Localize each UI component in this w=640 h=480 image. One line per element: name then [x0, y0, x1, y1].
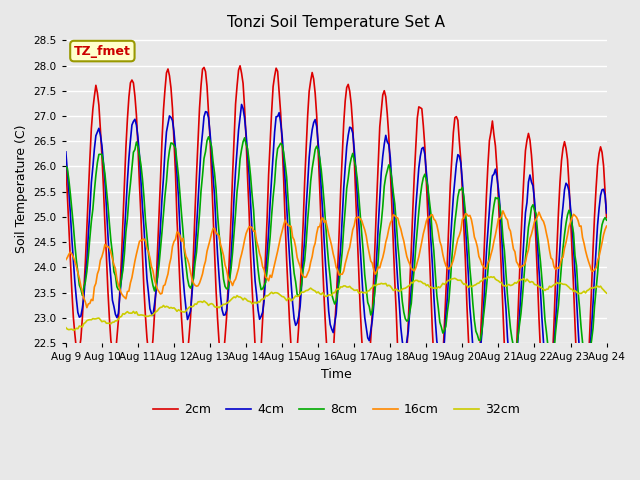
- 16cm: [77, 283, 84, 289]
- 4cm: [389, 198, 397, 204]
- 2cm: [389, 241, 397, 247]
- Line: 16cm: 16cm: [66, 211, 607, 308]
- Text: TZ_fmet: TZ_fmet: [74, 45, 131, 58]
- Legend: 2cm, 4cm, 8cm, 16cm, 32cm: 2cm, 4cm, 8cm, 16cm, 32cm: [148, 398, 525, 421]
- 4cm: [580, 389, 588, 395]
- 32cm: [371, 283, 379, 288]
- 32cm: [164, 304, 172, 310]
- 2cm: [77, 336, 84, 342]
- 4cm: [371, 277, 379, 283]
- 16cm: [603, 223, 611, 229]
- 16cm: [164, 271, 172, 277]
- 4cm: [538, 316, 546, 322]
- 32cm: [401, 285, 409, 291]
- 2cm: [62, 160, 70, 166]
- 2cm: [236, 63, 244, 69]
- X-axis label: Time: Time: [321, 368, 351, 381]
- 8cm: [77, 286, 84, 292]
- 32cm: [603, 290, 611, 296]
- 32cm: [484, 274, 492, 279]
- Line: 2cm: 2cm: [66, 66, 607, 432]
- 8cm: [371, 285, 379, 291]
- 8cm: [205, 134, 212, 140]
- Title: Tonzi Soil Temperature Set A: Tonzi Soil Temperature Set A: [227, 15, 445, 30]
- 8cm: [538, 276, 546, 282]
- 32cm: [540, 286, 547, 292]
- 2cm: [538, 381, 546, 387]
- 2cm: [163, 70, 170, 76]
- 16cm: [83, 305, 91, 311]
- 8cm: [603, 217, 611, 223]
- 8cm: [163, 179, 170, 184]
- Line: 8cm: 8cm: [66, 137, 607, 361]
- Line: 4cm: 4cm: [66, 105, 607, 392]
- 8cm: [389, 189, 397, 195]
- 2cm: [579, 429, 586, 435]
- 2cm: [401, 371, 409, 376]
- 8cm: [583, 358, 591, 364]
- 4cm: [401, 348, 409, 354]
- 16cm: [499, 208, 507, 214]
- 16cm: [401, 246, 409, 252]
- 2cm: [603, 215, 611, 220]
- 4cm: [163, 129, 170, 135]
- 16cm: [540, 218, 547, 224]
- Line: 32cm: 32cm: [66, 276, 607, 330]
- 8cm: [62, 164, 70, 169]
- 4cm: [77, 313, 84, 319]
- 32cm: [389, 288, 397, 293]
- 2cm: [371, 234, 379, 240]
- 32cm: [70, 327, 77, 333]
- 16cm: [389, 212, 397, 218]
- Y-axis label: Soil Temperature (C): Soil Temperature (C): [15, 125, 28, 253]
- 4cm: [62, 149, 70, 155]
- 4cm: [237, 102, 245, 108]
- 4cm: [603, 210, 611, 216]
- 16cm: [62, 257, 70, 263]
- 8cm: [401, 316, 409, 322]
- 32cm: [62, 324, 70, 330]
- 32cm: [79, 324, 86, 330]
- 16cm: [371, 271, 379, 277]
